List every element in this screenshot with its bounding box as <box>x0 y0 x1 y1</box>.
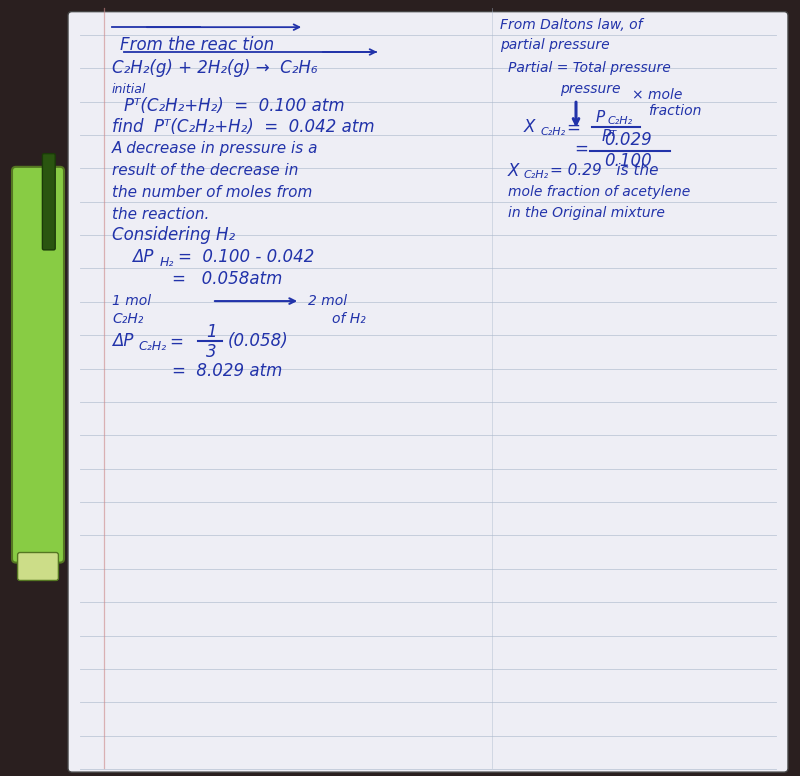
Text: =: = <box>566 118 580 137</box>
Text: C₂H₂: C₂H₂ <box>138 340 166 352</box>
Text: Pᵀ: Pᵀ <box>602 129 617 144</box>
Text: 1 mol: 1 mol <box>112 294 151 308</box>
Text: A decrease in pressure is a: A decrease in pressure is a <box>112 141 318 157</box>
Text: initial: initial <box>112 83 146 95</box>
Text: C₂H₂: C₂H₂ <box>541 127 566 137</box>
Text: the reaction.: the reaction. <box>112 206 210 222</box>
Text: 1: 1 <box>206 323 217 341</box>
Text: pressure: pressure <box>560 82 621 96</box>
FancyBboxPatch shape <box>42 154 55 250</box>
Text: From Daltons law, of: From Daltons law, of <box>500 18 642 32</box>
Text: H₂: H₂ <box>160 256 174 268</box>
FancyBboxPatch shape <box>68 12 788 772</box>
Text: in the Original mixture: in the Original mixture <box>508 206 665 220</box>
Text: From the reac tion: From the reac tion <box>120 36 274 54</box>
FancyBboxPatch shape <box>12 167 64 563</box>
Text: 0.100: 0.100 <box>604 151 652 170</box>
Text: C₂H₂(g) + 2H₂(g) →  C₂H₆: C₂H₂(g) + 2H₂(g) → C₂H₆ <box>112 59 318 78</box>
Text: 2 mol: 2 mol <box>308 294 347 308</box>
Text: C₂H₂: C₂H₂ <box>524 171 549 180</box>
Text: X: X <box>508 161 519 180</box>
Text: =  8.029 atm: = 8.029 atm <box>172 362 282 380</box>
Text: × mole: × mole <box>632 88 682 102</box>
Text: Considering H₂: Considering H₂ <box>112 226 235 244</box>
Text: result of the decrease in: result of the decrease in <box>112 163 298 178</box>
Text: = 0.29   is the: = 0.29 is the <box>550 163 659 178</box>
Text: the number of moles from: the number of moles from <box>112 185 312 200</box>
Text: ΔP: ΔP <box>112 332 134 351</box>
Text: mole fraction of acetylene: mole fraction of acetylene <box>508 185 690 199</box>
FancyBboxPatch shape <box>18 553 58 580</box>
Text: partial pressure: partial pressure <box>500 38 610 52</box>
Text: P: P <box>596 110 606 126</box>
Text: =  0.100 - 0.042: = 0.100 - 0.042 <box>178 248 314 266</box>
Text: fraction: fraction <box>648 104 702 118</box>
Text: 0.029: 0.029 <box>604 130 652 149</box>
Text: (0.058): (0.058) <box>228 332 289 351</box>
Text: =: = <box>170 332 183 351</box>
Text: Pᵀ(C₂H₂+H₂)  =  0.100 atm: Pᵀ(C₂H₂+H₂) = 0.100 atm <box>124 97 345 116</box>
Text: =: = <box>574 140 588 158</box>
Text: Partial = Total pressure: Partial = Total pressure <box>508 61 670 75</box>
Text: 3: 3 <box>206 342 217 361</box>
Text: X: X <box>524 118 535 137</box>
Text: C₂H₂: C₂H₂ <box>608 116 633 126</box>
Text: ΔP: ΔP <box>132 248 154 266</box>
Text: of H₂: of H₂ <box>332 312 366 326</box>
Text: =   0.058atm: = 0.058atm <box>172 269 282 288</box>
Text: C₂H₂: C₂H₂ <box>112 312 143 326</box>
Text: find  Pᵀ(C₂H₂+H₂)  =  0.042 atm: find Pᵀ(C₂H₂+H₂) = 0.042 atm <box>112 118 374 137</box>
